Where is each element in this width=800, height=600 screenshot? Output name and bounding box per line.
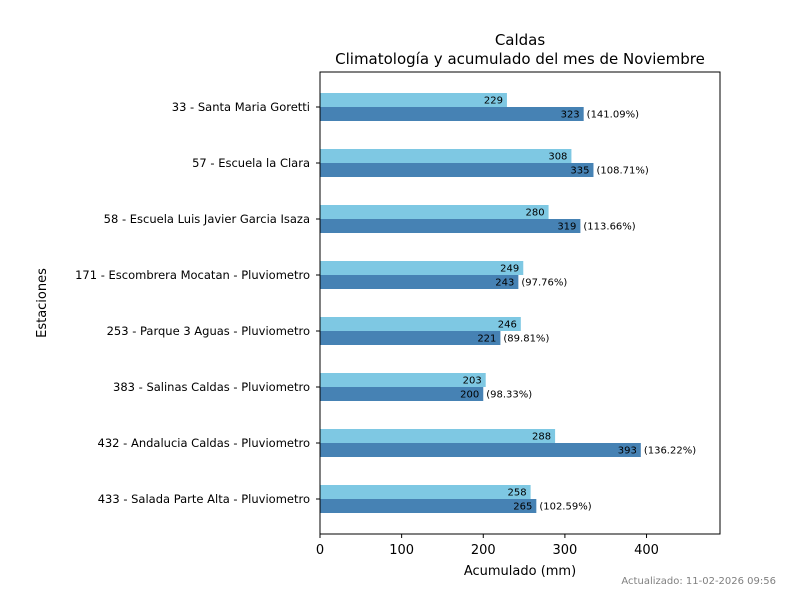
x-tick-label: 400 xyxy=(634,543,659,558)
bar-value-label: 308 xyxy=(548,152,567,163)
bar-value-label: 249 xyxy=(500,264,519,275)
bar xyxy=(320,93,507,107)
percent-label: (136.22%) xyxy=(644,446,696,457)
x-axis-label: Acumulado (mm) xyxy=(464,564,576,579)
bar-value-label: 229 xyxy=(484,96,503,107)
percent-label: (97.76%) xyxy=(521,278,567,289)
percent-label: (102.59%) xyxy=(539,502,591,513)
bar xyxy=(320,219,581,233)
bar-value-label: 203 xyxy=(463,376,482,387)
percent-label: (98.33%) xyxy=(486,390,532,401)
percent-label: (108.71%) xyxy=(596,166,648,177)
bar-value-label: 221 xyxy=(477,334,496,345)
bar-value-label: 280 xyxy=(525,208,544,219)
x-tick-label: 300 xyxy=(552,543,577,558)
chart-title: Caldas xyxy=(495,31,546,49)
x-tick-label: 0 xyxy=(316,543,324,558)
bar-value-label: 288 xyxy=(532,432,551,443)
y-tick-label: 383 - Salinas Caldas - Pluviometro xyxy=(113,380,310,394)
y-tick-label: 433 - Salada Parte Alta - Pluviometro xyxy=(98,492,310,506)
bar-value-label: 393 xyxy=(618,446,637,457)
bar xyxy=(320,429,556,443)
bar xyxy=(320,443,641,457)
bar xyxy=(320,317,521,331)
bar xyxy=(320,149,572,163)
bar xyxy=(320,499,537,513)
bar-value-label: 323 xyxy=(561,110,580,121)
bar xyxy=(320,485,531,499)
y-axis-label: Estaciones xyxy=(35,268,50,338)
bar xyxy=(320,261,524,275)
bar-value-label: 319 xyxy=(557,222,576,233)
y-tick-label: 171 - Escombrera Mocatan - Pluviometro xyxy=(75,268,310,282)
bar-value-label: 246 xyxy=(498,320,517,331)
y-tick-label: 33 - Santa Maria Goretti xyxy=(172,100,310,114)
y-tick-label: 57 - Escuela la Clara xyxy=(192,156,310,170)
percent-label: (141.09%) xyxy=(587,110,639,121)
bar xyxy=(320,107,584,121)
y-tick-label: 58 - Escuela Luis Javier Garcia Isaza xyxy=(104,212,310,226)
bar-value-label: 258 xyxy=(508,488,527,499)
bar-value-label: 335 xyxy=(570,166,589,177)
y-tick-label: 432 - Andalucia Caldas - Pluviometro xyxy=(98,436,310,450)
x-tick-label: 100 xyxy=(389,543,414,558)
bar-value-label: 200 xyxy=(460,390,479,401)
bar xyxy=(320,205,549,219)
bar xyxy=(320,275,519,289)
percent-label: (113.66%) xyxy=(583,222,635,233)
bar xyxy=(320,387,484,401)
bar-value-label: 265 xyxy=(513,502,532,513)
chart-marks: 33 - Santa Maria Goretti 229 323 (141.09%) 5… xyxy=(75,93,696,558)
chart-subtitle: Climatología y acumulado del mes de Novi… xyxy=(335,50,705,68)
bar xyxy=(320,373,486,387)
bar-value-label: 243 xyxy=(495,278,514,289)
plot-frame xyxy=(319,71,721,535)
x-tick-label: 200 xyxy=(471,543,496,558)
percent-label: (89.81%) xyxy=(503,334,549,345)
bar xyxy=(320,163,594,177)
y-tick-label: 253 - Parque 3 Aguas - Pluviometro xyxy=(107,324,310,338)
bar xyxy=(320,331,501,345)
updated-timestamp: Actualizado: 11-02-2026 09:56 xyxy=(621,576,776,587)
